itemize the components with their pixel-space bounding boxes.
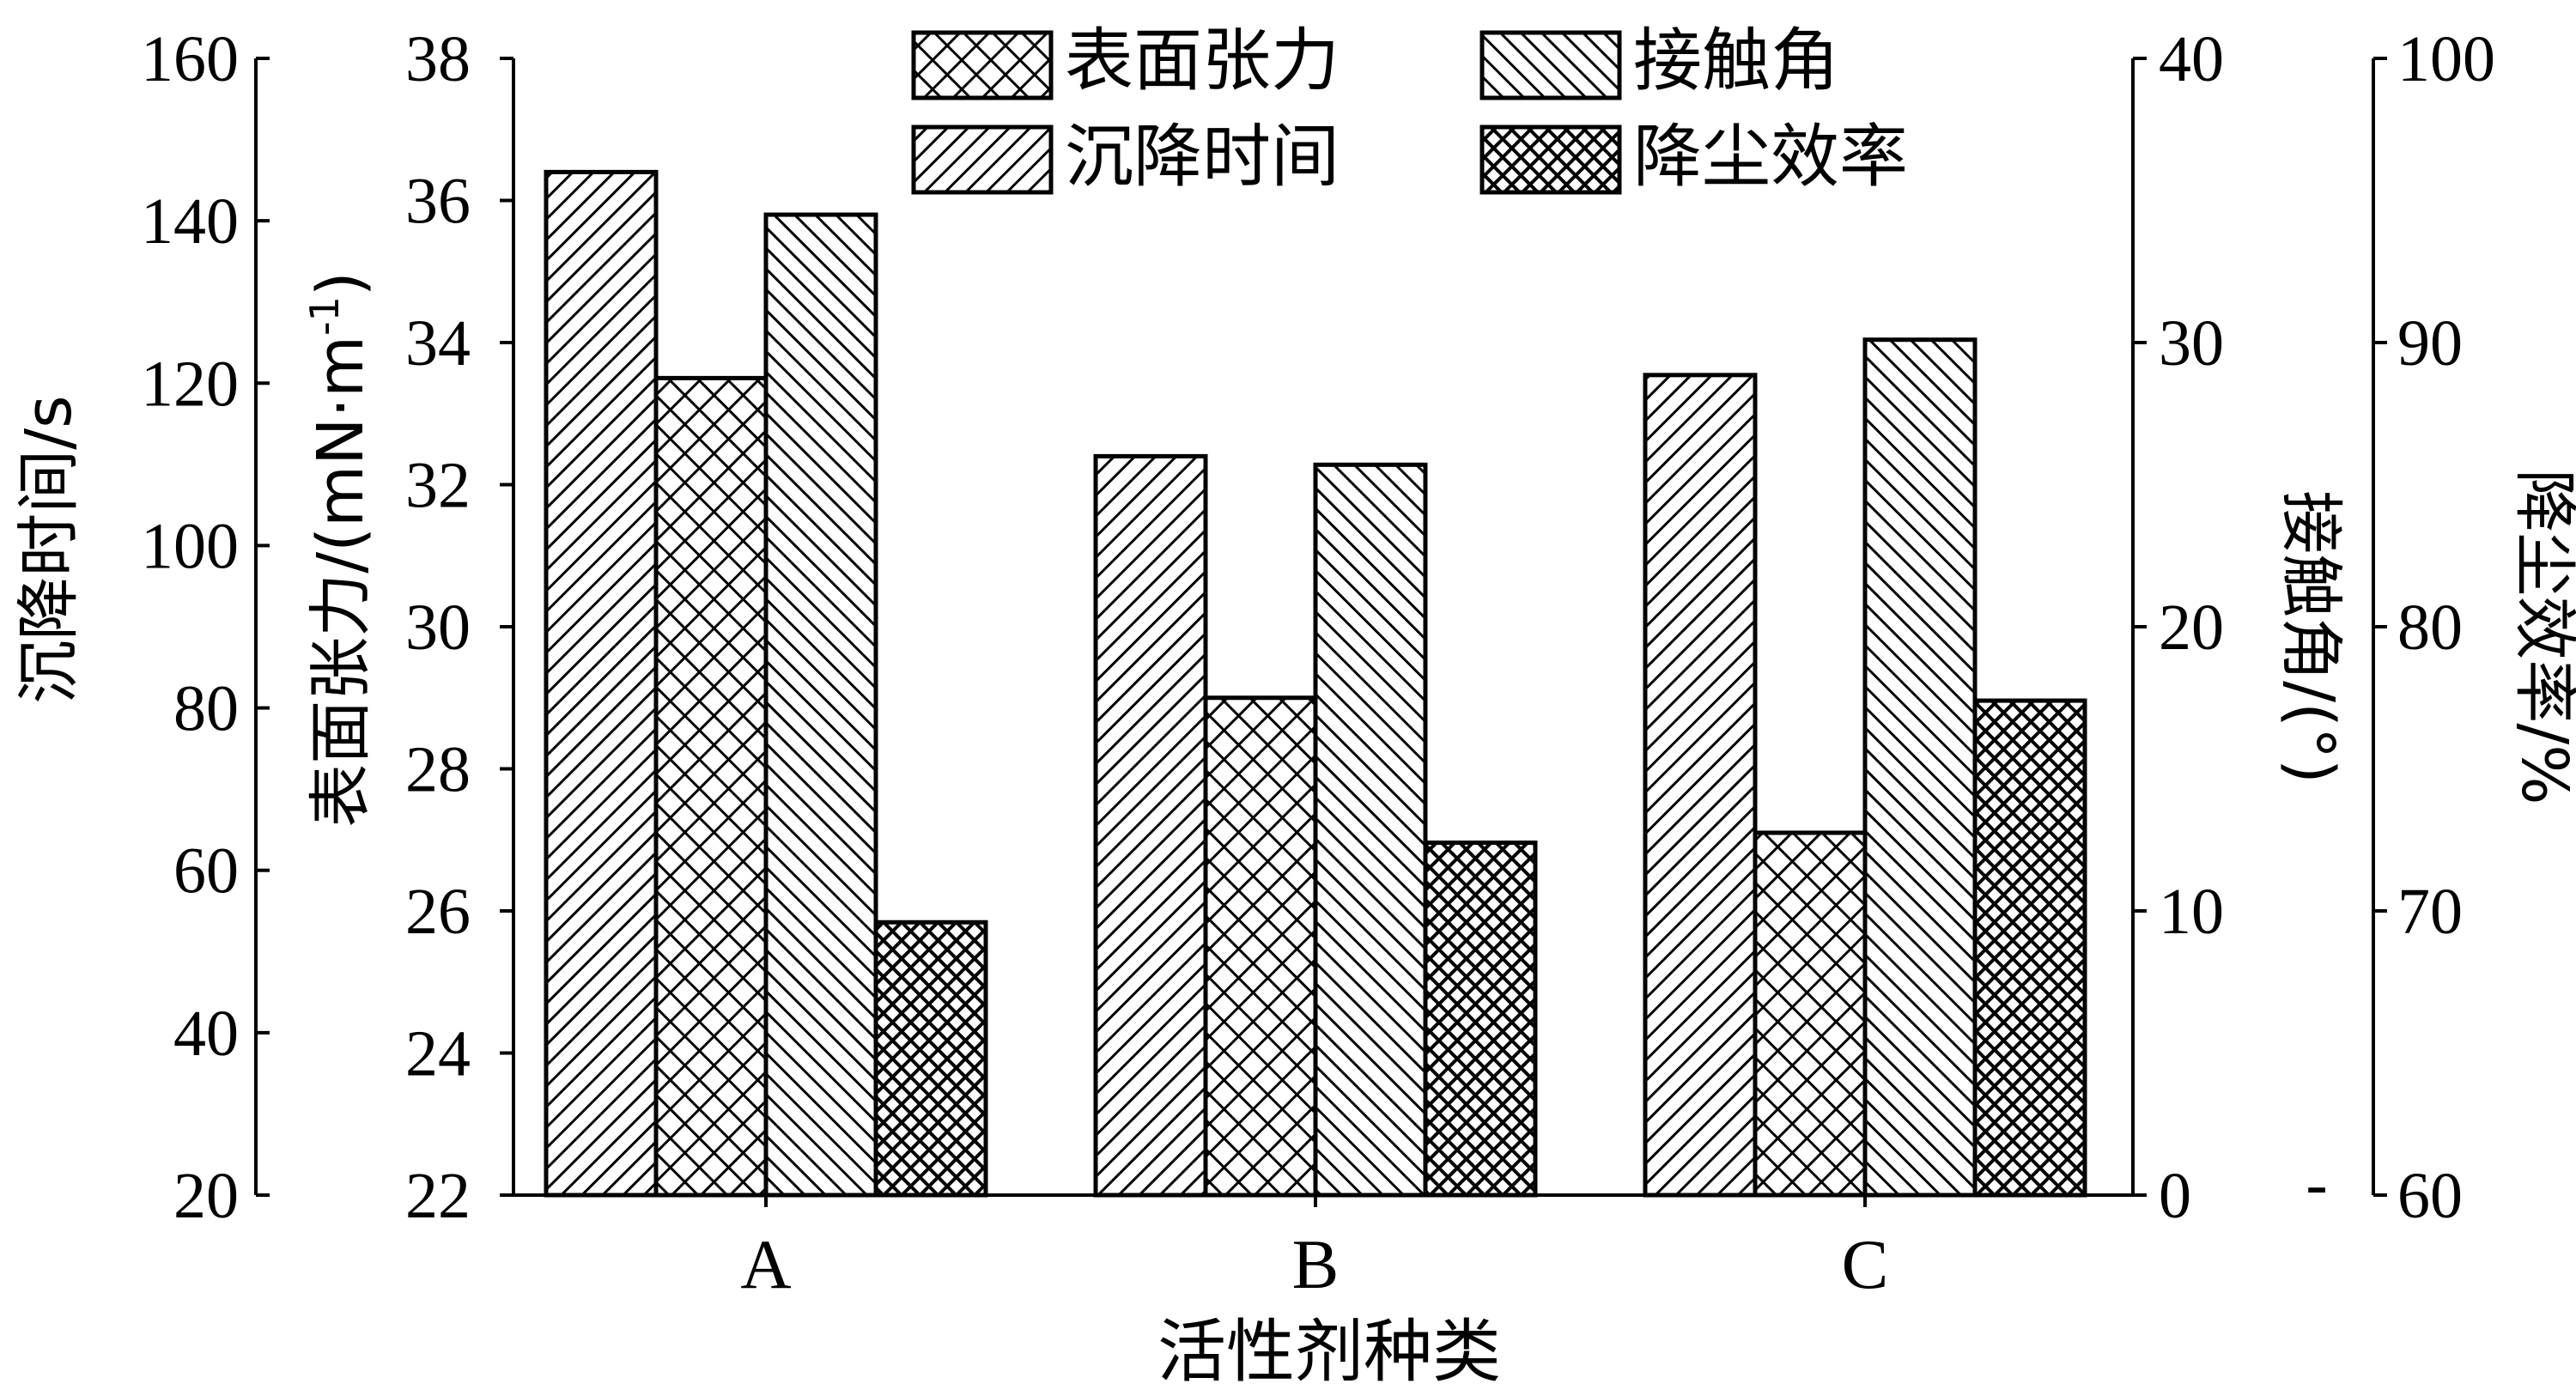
- legend-swatch-表面张力: [911, 30, 1054, 100]
- legend-label-沉降时间: 沉降时间: [1065, 117, 1340, 197]
- tension-axis-title-main: 表面张力/(mN·m: [304, 336, 378, 828]
- category-label-B: B: [1292, 1225, 1340, 1303]
- bar-A-沉降时间: [544, 169, 659, 1198]
- stray-mark: -: [2306, 1148, 2327, 1220]
- bar-B-沉降时间: [1093, 453, 1208, 1198]
- category-label-A: A: [740, 1225, 791, 1303]
- settling-tick-label: 120: [141, 348, 239, 420]
- tension-axis-title-end: ): [304, 271, 378, 296]
- legend-swatch-接触角: [1479, 30, 1622, 100]
- tension-axis-title-sup: -1: [301, 296, 348, 336]
- tension-tick-label: 24: [405, 1018, 471, 1090]
- labels-layer: 20 40 60 80 100 120 140 160 22 24 26 28 30 32 34 36 38 0 1…: [141, 23, 2495, 1303]
- bar-A-降尘效率: [873, 920, 988, 1198]
- bar-B-接触角: [1313, 462, 1428, 1198]
- tension-tick-label: 36: [405, 166, 471, 238]
- legend-label-表面张力: 表面张力: [1065, 21, 1340, 100]
- efficiency-tick-label: 60: [2397, 1160, 2463, 1232]
- efficiency-tick-label: 80: [2397, 592, 2463, 664]
- category-label-C: C: [1842, 1225, 1889, 1303]
- legend-swatch-沉降时间: [911, 124, 1054, 195]
- settling-tick-label: 20: [173, 1160, 239, 1232]
- tension-tick-label: 38: [405, 23, 471, 95]
- legend-swatch-降尘效率: [1479, 124, 1622, 195]
- bar-A-接触角: [763, 212, 878, 1198]
- tension-tick-label: 30: [405, 592, 471, 664]
- tension-axis-title: 表面张力/(mN·m-1): [301, 271, 378, 828]
- legend-label-接触角: 接触角: [1633, 21, 1839, 100]
- angle-tick-label: 20: [2159, 592, 2224, 664]
- bars-layer: [544, 169, 2087, 1198]
- tension-tick-label: 26: [405, 876, 471, 948]
- efficiency-axis-title: 降尘效率/%: [2507, 469, 2576, 804]
- settling-tick-label: 160: [141, 23, 239, 95]
- tension-tick-label: 22: [405, 1160, 471, 1232]
- bar-C-降尘效率: [1972, 698, 2087, 1198]
- settling-tick-label: 100: [141, 510, 239, 582]
- angle-tick-label: 10: [2159, 876, 2224, 948]
- tension-tick-label: 28: [405, 734, 471, 806]
- angle-tick-label: 0: [2159, 1160, 2191, 1232]
- tension-tick-label: 34: [405, 307, 471, 379]
- settling-tick-label: 40: [173, 998, 239, 1070]
- settling-tick-label: 80: [173, 673, 239, 745]
- efficiency-tick-label: 90: [2397, 307, 2463, 379]
- settling-axis-title: 沉降时间/s: [12, 395, 86, 704]
- bar-A-表面张力: [653, 375, 769, 1198]
- bar-B-表面张力: [1203, 695, 1318, 1198]
- settling-tick-label: 140: [141, 185, 239, 258]
- bar-C-接触角: [1862, 337, 1978, 1198]
- angle-axis-title: 接触角/(°): [2274, 490, 2348, 784]
- angle-tick-label: 40: [2159, 23, 2224, 95]
- bar-C-沉降时间: [1643, 373, 1758, 1198]
- efficiency-tick-label: 70: [2397, 876, 2463, 948]
- angle-tick-label: 30: [2159, 307, 2224, 379]
- tension-tick-label: 32: [405, 450, 471, 522]
- efficiency-tick-label: 100: [2397, 23, 2495, 95]
- settling-tick-label: 60: [173, 835, 239, 907]
- bar-B-降尘效率: [1423, 841, 1538, 1198]
- bar-C-表面张力: [1753, 830, 1868, 1198]
- x-axis-title: 活性剂种类: [1157, 1312, 1501, 1392]
- legend-label-降尘效率: 降尘效率: [1633, 117, 1908, 197]
